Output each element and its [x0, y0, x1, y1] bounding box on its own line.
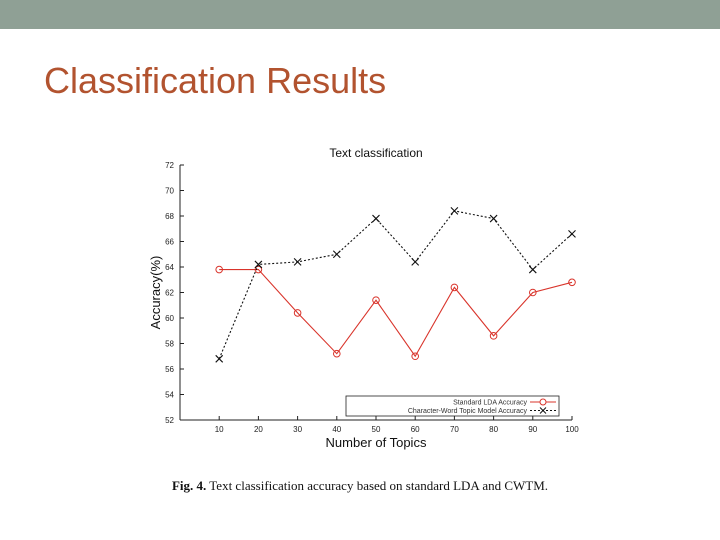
cwtm-point [332, 250, 341, 259]
series-line-1 [218, 210, 573, 360]
x-tick-label: 50 [372, 425, 381, 434]
cwtm-point [411, 258, 420, 266]
y-tick-label: 70 [165, 187, 174, 196]
y-tick-label: 64 [165, 263, 174, 272]
y-tick-label: 68 [165, 212, 174, 221]
accuracy-line-chart: 52 54 56 58 60 62 64 66 68 70 72 10 20 30 40 50 60 70 80 90… [148, 146, 579, 450]
x-tick-label: 40 [332, 425, 341, 434]
legend-marker-0 [539, 398, 547, 406]
cwtm-point [489, 214, 498, 223]
legend-marker-1 [539, 407, 547, 414]
x-tick-label: 20 [254, 425, 263, 434]
top-bar [0, 0, 720, 29]
lda-point [372, 296, 380, 304]
lda-point [254, 265, 263, 274]
slide-title: Classification Results [44, 60, 387, 101]
lda-point [568, 278, 576, 287]
y-tick-label: 62 [165, 289, 174, 298]
figure-caption-label: Fig. 4. [171, 478, 207, 493]
cwtm-point-stroke [372, 214, 380, 223]
y-tick-label: 52 [165, 416, 174, 425]
cwtm-point [215, 354, 224, 363]
legend-label-1: Character-Word Topic Model Accuracy [408, 408, 528, 415]
cwtm-point-stroke [411, 258, 420, 266]
x-tick-label: 60 [411, 425, 420, 434]
x-axis-label: Number of Topics [326, 435, 427, 450]
series-line-0 [219, 269, 573, 358]
cwtm-point-stroke [215, 354, 224, 363]
cwtm-point-stroke [293, 258, 302, 266]
y-tick-label: 56 [165, 365, 174, 374]
cwtm-point [372, 214, 380, 223]
figure-caption: Fig. 4. Text classification accuracy bas… [0, 478, 720, 494]
cwtm-point [254, 260, 263, 269]
cwtm-point-stroke [254, 260, 263, 269]
cwtm-point-stroke [568, 229, 576, 238]
y-tick-label: 66 [165, 238, 174, 247]
lda-point [293, 309, 302, 317]
legend-label-0: Standard LDA Accuracy [453, 400, 527, 407]
cwtm-point [568, 229, 576, 238]
lda-point [411, 352, 420, 361]
legend-box [345, 395, 560, 417]
cwtm-point-stroke [489, 214, 498, 223]
lda-point [450, 283, 459, 292]
cwtm-point-stroke [528, 265, 537, 274]
lda-point [529, 288, 537, 297]
cwtm-point [293, 258, 302, 266]
x-tick-label: 80 [489, 425, 498, 434]
x-tick-label: 30 [293, 425, 302, 434]
x-tick-label: 10 [215, 425, 224, 434]
y-tick-label: 60 [165, 314, 174, 323]
cwtm-point [528, 265, 537, 274]
y-axis-label: Accuracy(%) [148, 256, 163, 330]
cwtm-point-stroke [332, 250, 341, 259]
chart-title: Text classification [329, 146, 422, 160]
figure-caption-text: Text classification accuracy based on st… [209, 478, 549, 493]
y-tick-label: 72 [165, 161, 174, 170]
lda-point [489, 332, 498, 340]
lda-point [333, 349, 341, 358]
y-tick-label: 58 [165, 340, 174, 349]
x-tick-label: 70 [450, 425, 459, 434]
y-tick-label: 54 [165, 391, 174, 400]
cwtm-point [450, 207, 459, 215]
cwtm-point-stroke [450, 207, 459, 215]
x-tick-label: 100 [565, 425, 579, 434]
lda-point [215, 265, 223, 274]
x-tick-label: 90 [528, 425, 537, 434]
legend-marker-stroke [539, 407, 547, 414]
